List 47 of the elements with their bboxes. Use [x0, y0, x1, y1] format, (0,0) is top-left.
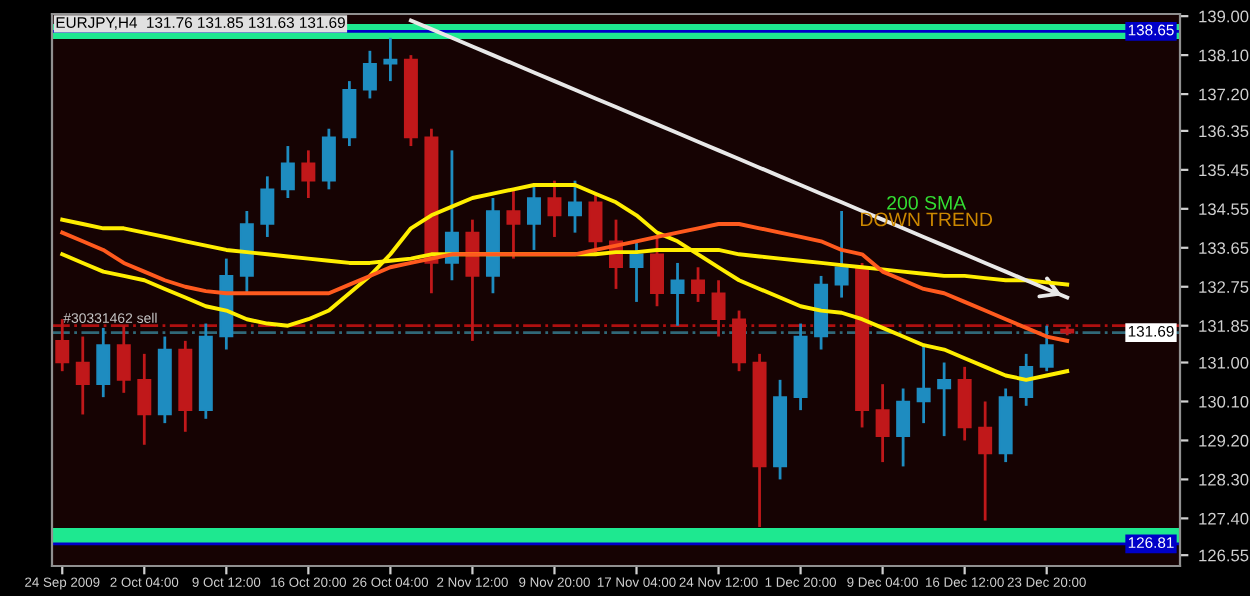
y-tick-label: 138.10	[1199, 49, 1249, 62]
y-tick-label: 135.45	[1199, 164, 1249, 177]
candlestick	[670, 261, 685, 328]
candlestick	[732, 309, 747, 373]
candlestick	[301, 148, 316, 200]
candlestick	[506, 187, 521, 260]
candlestick	[567, 179, 582, 235]
candlestick	[321, 127, 336, 191]
candlestick	[650, 235, 665, 308]
y-tick-label: 133.65	[1199, 242, 1249, 254]
candlestick	[362, 49, 377, 100]
y-tick-label: 131.85	[1199, 320, 1249, 332]
y-tick-label: 139.00	[1199, 10, 1249, 23]
candlestick	[75, 335, 90, 416]
line-series	[408, 18, 1070, 300]
candlestick	[547, 179, 562, 239]
candlestick	[342, 79, 357, 148]
candlestick	[137, 352, 152, 447]
y-tick-label: 130.10	[1199, 395, 1249, 408]
y-tick-label: 136.35	[1199, 125, 1249, 138]
candlestick	[711, 278, 726, 338]
candlestick	[96, 326, 111, 399]
y-tick-label: 129.20	[1199, 434, 1249, 447]
y-tick-label: 132.75	[1199, 281, 1249, 293]
candlestick	[691, 265, 706, 304]
candlestick	[629, 239, 644, 304]
candlestick	[260, 174, 275, 239]
candlestick	[957, 365, 972, 442]
y-tick-label: 131.00	[1199, 356, 1249, 369]
candlestick	[526, 183, 541, 252]
candlestick	[875, 382, 890, 464]
candlestick	[834, 209, 849, 299]
candlestick	[916, 343, 931, 425]
candlestick	[937, 361, 952, 438]
y-tick-label: 134.55	[1199, 203, 1249, 216]
y-tick-label: 128.30	[1199, 473, 1249, 486]
candlestick	[280, 144, 295, 200]
y-tick-label: 126.55	[1199, 549, 1249, 562]
candlestick	[116, 324, 131, 395]
candlestick	[383, 36, 398, 83]
candlestick	[896, 387, 911, 468]
y-tick-label: 137.20	[1199, 88, 1249, 101]
candlestick	[978, 400, 993, 522]
candlestick	[1039, 324, 1054, 373]
candlestick	[465, 218, 480, 343]
y-tick-label: 127.40	[1199, 512, 1249, 525]
annotation: 200 SMA	[887, 195, 967, 210]
